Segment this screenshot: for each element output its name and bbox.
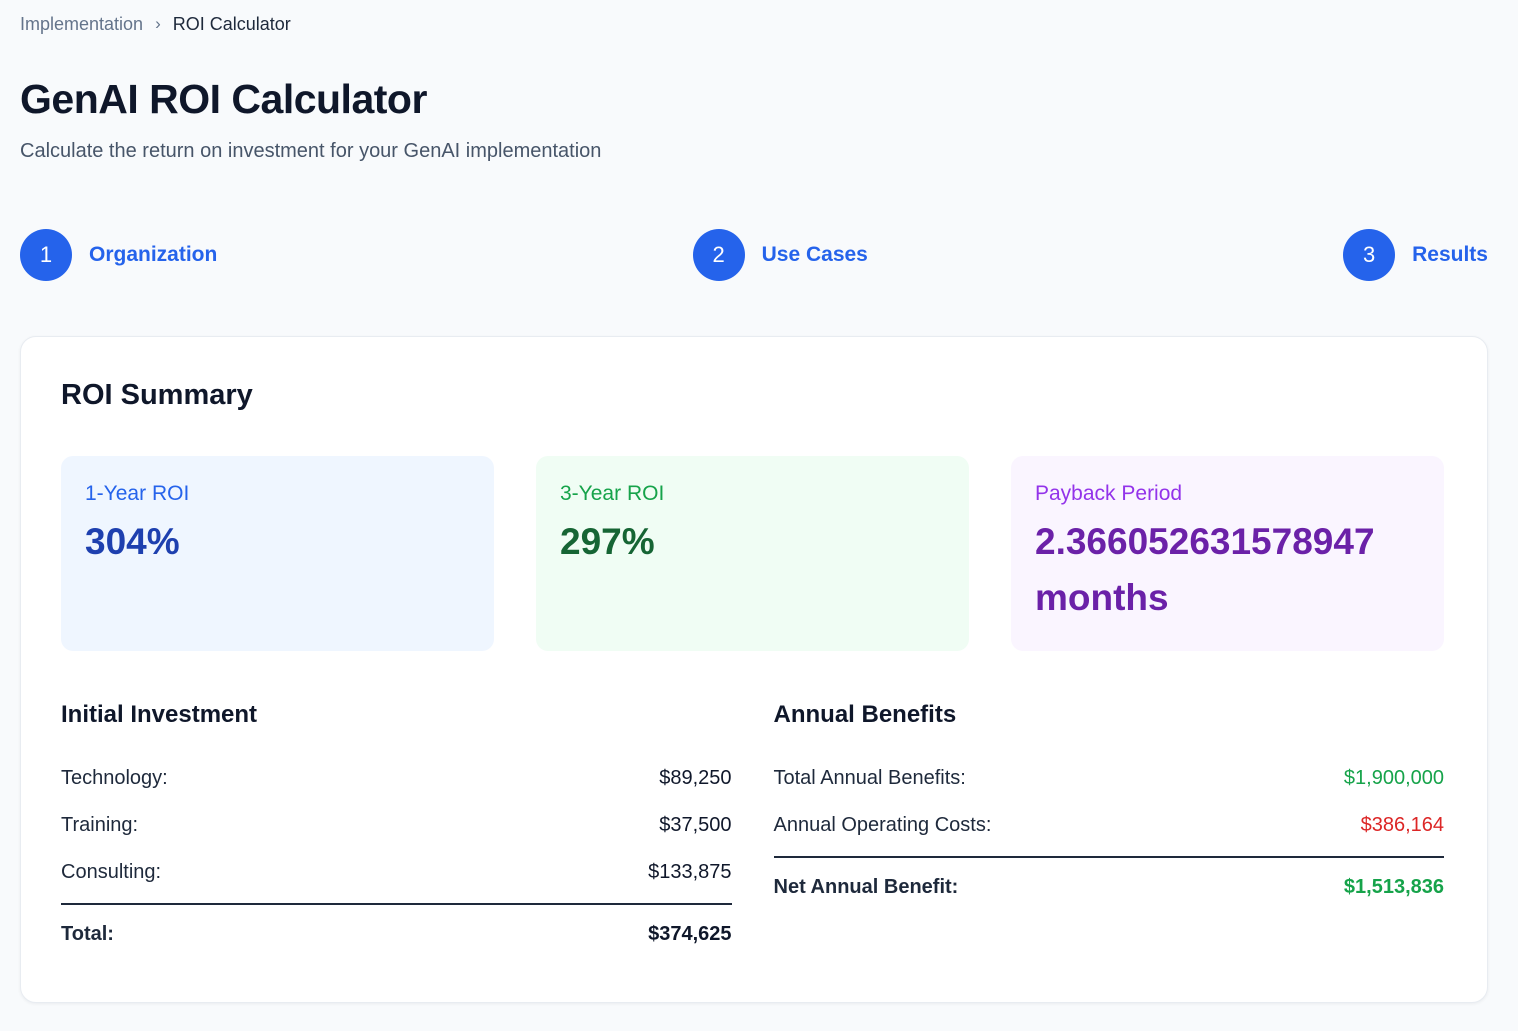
step-3-circle: 3 [1343, 229, 1396, 281]
net-annual-benefit-label: Net Annual Benefit: [773, 876, 959, 898]
stat-1-year-roi: 1-Year ROI 304% [61, 456, 494, 651]
stat-payback-period: Payback Period 2.366052631578947 months [1011, 456, 1444, 651]
net-annual-benefit-row: Net Annual Benefit: $1,513,836 [774, 858, 1445, 911]
roi-summary-title: ROI Summary [61, 379, 253, 411]
total-annual-benefits-label: Total Annual Benefits: [773, 767, 966, 789]
benefits-divider [773, 856, 1444, 858]
stat-cards: 1-Year ROI 304% 3-Year ROI 297% Payback … [61, 456, 1444, 651]
breadcrumb-roi-calculator: ROI Calculator [172, 14, 291, 34]
stat-3-year-roi-value: 297% [560, 521, 655, 562]
stat-3-year-roi: 3-Year ROI 297% [536, 456, 969, 651]
annual-benefits-title: Annual Benefits [773, 701, 957, 728]
investment-total-row: Total: $374,625 [61, 905, 732, 958]
technology-label: Technology: [61, 767, 168, 789]
stepper: 1 Organization 2 Use Cases 3 Results [20, 229, 1488, 281]
breadcrumb-separator-icon: › [155, 14, 161, 33]
stat-payback-period-label: Payback Period [1035, 482, 1183, 505]
investment-total-value: $374,625 [648, 923, 732, 945]
step-results[interactable]: 3 Results [1343, 229, 1488, 281]
page-title: GenAI ROI Calculator [20, 76, 427, 122]
total-annual-benefits-value: $1,900,000 [1343, 767, 1444, 789]
roi-summary-card: ROI Summary 1-Year ROI 304% 3-Year ROI 2… [20, 336, 1488, 1003]
annual-operating-costs-value: $386,164 [1360, 814, 1444, 836]
table-row: Annual Operating Costs: $386,164 [774, 802, 1445, 849]
step-1-circle: 1 [20, 229, 72, 281]
training-label: Training: [61, 814, 139, 836]
step-organization[interactable]: 1 Organization [20, 229, 217, 281]
table-row: Consulting: $133,875 [61, 849, 732, 896]
stat-1-year-roi-label: 1-Year ROI [85, 482, 190, 505]
step-3-label: Results [1412, 243, 1488, 266]
stat-1-year-roi-value: 304% [85, 521, 180, 562]
investment-total-label: Total: [61, 923, 114, 945]
consulting-label: Consulting: [61, 861, 162, 883]
breadcrumb: Implementation › ROI Calculator [20, 12, 1488, 36]
step-1-label: Organization [89, 243, 218, 266]
investment-divider [61, 903, 732, 905]
initial-investment-title: Initial Investment [61, 701, 258, 728]
stat-3-year-roi-label: 3-Year ROI [560, 482, 665, 505]
table-row: Technology: $89,250 [61, 755, 732, 802]
training-value: $37,500 [659, 814, 732, 836]
initial-investment-section: Initial Investment Technology: $89,250 T… [61, 701, 732, 958]
table-row: Training: $37,500 [61, 802, 732, 849]
details-columns: Initial Investment Technology: $89,250 T… [61, 701, 1444, 958]
consulting-value: $133,875 [648, 861, 732, 883]
net-annual-benefit-value: $1,513,836 [1343, 876, 1444, 898]
annual-operating-costs-label: Annual Operating Costs: [773, 814, 992, 836]
table-row: Total Annual Benefits: $1,900,000 [774, 755, 1445, 802]
annual-benefits-section: Annual Benefits Total Annual Benefits: $… [773, 701, 1445, 911]
technology-value: $89,250 [659, 767, 732, 789]
step-2-label: Use Cases [761, 243, 868, 266]
stat-payback-period-value: 2.366052631578947 months [1035, 521, 1375, 618]
step-2-circle: 2 [692, 229, 745, 281]
breadcrumb-implementation[interactable]: Implementation [20, 14, 144, 34]
page-subtitle: Calculate the return on investment for y… [20, 140, 602, 162]
step-use-cases[interactable]: 2 Use Cases [692, 229, 868, 281]
